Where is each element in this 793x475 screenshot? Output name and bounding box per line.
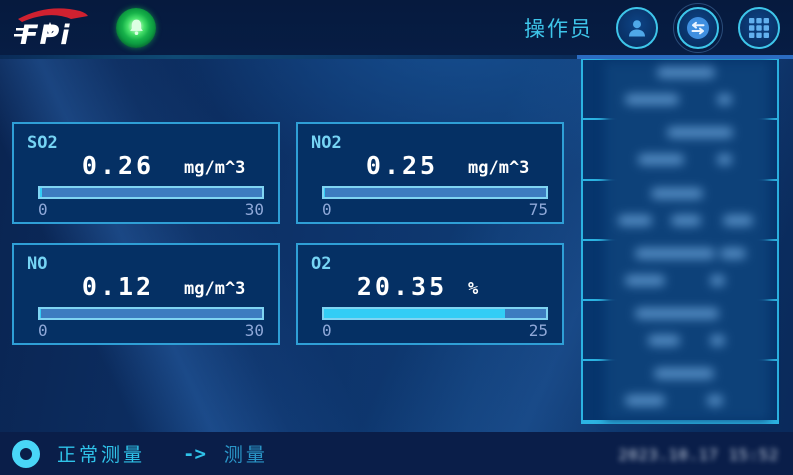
scale-min: 0 xyxy=(38,321,48,340)
gas-label: SO2 xyxy=(27,133,58,153)
gauge-bar xyxy=(322,307,548,320)
datetime-label: 2023.10.17 15:52 xyxy=(618,446,779,464)
gas-value: 0.26 xyxy=(81,151,155,180)
gauge-grid: SO2 0.26 mg/m^3 0 30 NO2 0.25 mg/m^3 xyxy=(12,122,564,345)
mode-text: 测量 xyxy=(223,444,268,466)
gas-value: 20.35 xyxy=(356,272,448,301)
header-right-cluster: 操作员 xyxy=(524,0,780,55)
gauge-card-so2: SO2 0.26 mg/m^3 0 30 xyxy=(12,122,280,224)
gas-value: 0.12 xyxy=(81,272,155,301)
blurred-panel-content xyxy=(605,62,769,420)
scale-min: 0 xyxy=(322,321,332,340)
gas-unit: mg/m^3 xyxy=(184,158,246,178)
gauge-scale: 0 30 xyxy=(38,321,264,340)
gauge-scale: 0 75 xyxy=(322,200,548,219)
panel-section xyxy=(583,361,777,422)
gauge-bar-fill xyxy=(324,188,325,197)
grid-icon xyxy=(749,17,769,38)
gas-unit: % xyxy=(468,279,479,299)
gauge-card-no: NO 0.12 mg/m^3 0 30 xyxy=(12,243,280,345)
gas-label: O2 xyxy=(311,254,332,274)
gas-unit: mg/m^3 xyxy=(468,158,530,178)
scale-max: 30 xyxy=(244,321,264,340)
header-divider xyxy=(0,55,793,59)
gas-label: NO xyxy=(27,254,48,274)
gauge-card-no2: NO2 0.25 mg/m^3 0 75 xyxy=(296,122,564,224)
apps-menu-button[interactable] xyxy=(738,6,780,49)
status-indicator-icon xyxy=(12,439,40,468)
gas-value: 0.25 xyxy=(365,151,439,180)
gas-label: NO2 xyxy=(311,133,342,153)
scale-min: 0 xyxy=(38,200,48,219)
gas-unit: mg/m^3 xyxy=(184,279,246,299)
gauge-card-o2: O2 20.35 % 0 25 xyxy=(296,243,564,345)
transfer-button[interactable] xyxy=(673,2,723,53)
user-button[interactable] xyxy=(616,6,658,49)
gauge-bar-fill xyxy=(40,188,42,197)
scale-min: 0 xyxy=(322,200,332,219)
header-bar: FPi 操作员 xyxy=(0,0,793,55)
gauge-bar xyxy=(38,307,264,320)
fpi-logo: FPi xyxy=(14,7,88,50)
scale-max: 25 xyxy=(528,321,548,340)
status-text: 正常测量 xyxy=(57,444,146,466)
svg-text:FPi: FPi xyxy=(20,20,71,50)
alarm-status-button[interactable] xyxy=(116,7,156,48)
bell-icon xyxy=(129,19,143,35)
info-side-panel xyxy=(581,58,779,424)
gauge-bar xyxy=(322,186,548,199)
operator-role-label[interactable]: 操作员 xyxy=(524,16,593,41)
gauge-bar-fill xyxy=(324,309,505,318)
gauge-bar xyxy=(38,186,264,199)
gauge-scale: 0 25 xyxy=(322,321,548,340)
user-icon xyxy=(629,19,645,36)
scale-max: 30 xyxy=(244,200,264,219)
panel-top-accent xyxy=(577,55,793,59)
arrow-icon: -> xyxy=(183,442,206,465)
gauge-bar-fill xyxy=(40,309,42,318)
scale-max: 75 xyxy=(528,200,548,219)
status-bar: 正常测量 -> 测量 2023.10.17 15:52 xyxy=(0,432,793,475)
gauge-scale: 0 30 xyxy=(38,200,264,219)
swap-arrows-icon xyxy=(687,16,709,39)
